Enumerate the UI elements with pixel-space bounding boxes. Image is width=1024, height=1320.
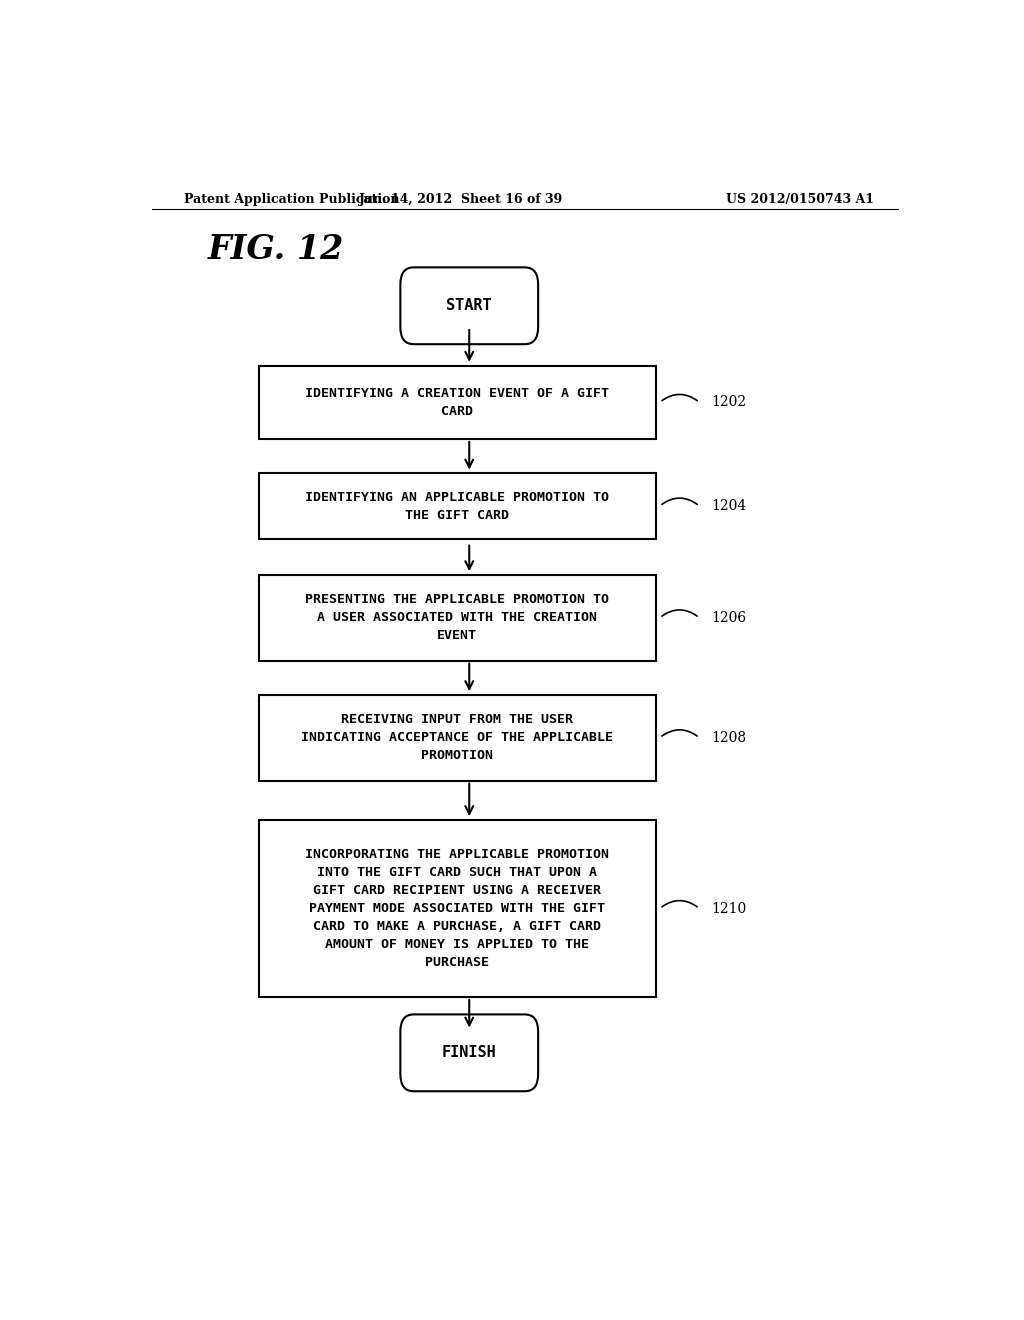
Bar [259,694,655,781]
Text: Jun. 14, 2012  Sheet 16 of 39: Jun. 14, 2012 Sheet 16 of 39 [359,193,563,206]
Text: START: START [446,298,493,313]
Text: IDENTIFYING A CREATION EVENT OF A GIFT
CARD: IDENTIFYING A CREATION EVENT OF A GIFT C… [305,387,609,418]
FancyBboxPatch shape [400,1014,539,1092]
Text: 1208: 1208 [712,731,746,744]
Text: FINISH: FINISH [442,1045,497,1060]
Text: 1206: 1206 [712,611,746,624]
Text: 1202: 1202 [712,395,746,409]
Text: IDENTIFYING AN APPLICABLE PROMOTION TO
THE GIFT CARD: IDENTIFYING AN APPLICABLE PROMOTION TO T… [305,491,609,521]
Text: PRESENTING THE APPLICABLE PROMOTION TO
A USER ASSOCIATED WITH THE CREATION
EVENT: PRESENTING THE APPLICABLE PROMOTION TO A… [305,593,609,643]
Bar [259,820,655,998]
Bar [259,473,655,539]
Text: INCORPORATING THE APPLICABLE PROMOTION
INTO THE GIFT CARD SUCH THAT UPON A
GIFT : INCORPORATING THE APPLICABLE PROMOTION I… [305,847,609,969]
Text: 1210: 1210 [712,902,746,916]
Text: Patent Application Publication: Patent Application Publication [183,193,399,206]
Bar [259,366,655,440]
Text: FIG. 12: FIG. 12 [207,234,344,267]
Text: US 2012/0150743 A1: US 2012/0150743 A1 [726,193,873,206]
Text: 1204: 1204 [712,499,746,513]
Bar [259,574,655,661]
Text: RECEIVING INPUT FROM THE USER
INDICATING ACCEPTANCE OF THE APPLICABLE
PROMOTION: RECEIVING INPUT FROM THE USER INDICATING… [301,713,613,762]
FancyBboxPatch shape [400,268,539,345]
